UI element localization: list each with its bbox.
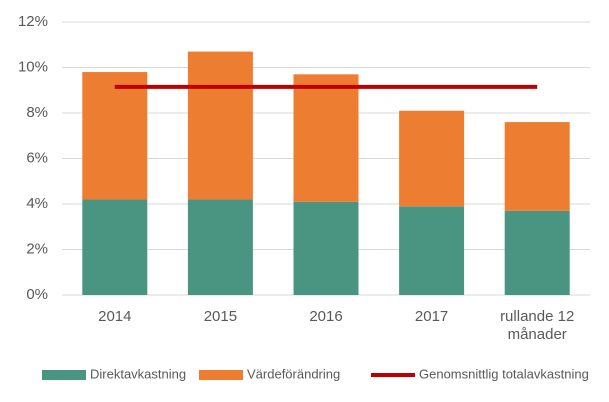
x-tick-label: 2015 [203, 308, 238, 325]
bar-segment [293, 74, 359, 202]
x-tick-label: rullande 12 månader [500, 308, 575, 343]
y-tick-label: 6% [26, 149, 48, 166]
legend-label: Direktavkastning [90, 366, 186, 381]
x-tick-label: 2016 [309, 308, 343, 325]
legend-label: Genomsnittlig totalavkastning [419, 366, 589, 381]
y-tick-label: 0% [26, 286, 48, 303]
bar-segment [187, 51, 253, 200]
legend-swatch [42, 370, 86, 380]
x-tick-label: 2017 [414, 308, 449, 325]
y-tick-label: 12% [18, 13, 48, 30]
bar-segment [293, 201, 359, 295]
bar-segment [504, 210, 570, 295]
y-tick-label: 4% [26, 195, 48, 212]
legend-swatch [199, 370, 243, 380]
bar-segment [504, 122, 570, 211]
bar-segment [82, 199, 148, 295]
y-tick-label: 10% [18, 58, 48, 75]
y-tick-label: 2% [26, 240, 48, 257]
legend-label: Värdeförändring [247, 366, 340, 381]
bar-segment [187, 199, 253, 295]
bar-segment [399, 206, 465, 295]
y-tick-label: 8% [26, 104, 48, 121]
bar-segment [399, 110, 465, 207]
x-tick-label: 2014 [98, 308, 132, 325]
bar-segment [82, 72, 148, 200]
